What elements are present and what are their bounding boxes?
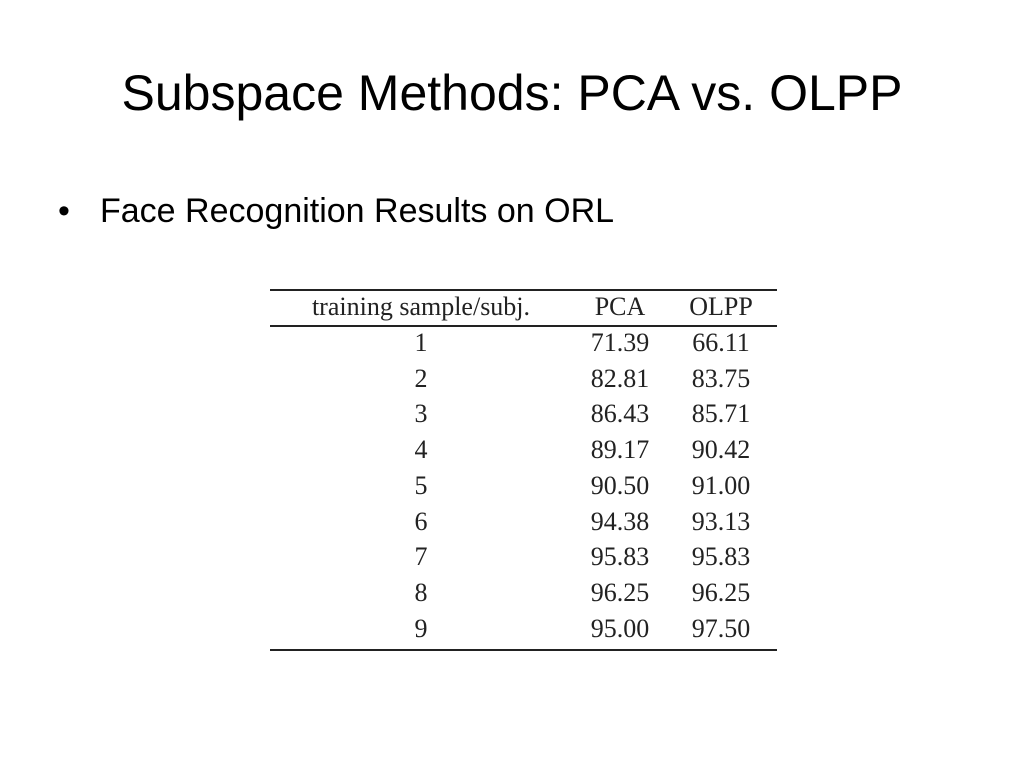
table-cell: 95.83 (590, 542, 650, 572)
table-cell: 3 (414, 399, 428, 429)
table-cell: 96.25 (590, 577, 650, 607)
header-rule (270, 325, 777, 327)
table-cell: 7 (414, 542, 428, 572)
column-header: OLPP (689, 292, 753, 321)
column-header: training sample/subj. (311, 292, 531, 321)
slide-title: Subspace Methods: PCA vs. OLPP (121, 65, 903, 121)
bullet-dot: • (58, 192, 70, 230)
table-cell: 85.71 (691, 399, 751, 429)
table-cell: 9 (414, 613, 428, 643)
table-cell: 95.83 (691, 542, 751, 572)
table-cell: 90.50 (590, 470, 650, 500)
table-cell: 8 (414, 577, 428, 607)
table-cell: 94.38 (590, 506, 650, 536)
table-cell: 97.50 (691, 613, 751, 643)
table-cell: 95.00 (590, 613, 650, 643)
table-cell: 96.25 (691, 577, 751, 607)
table-cell: 66.11 (692, 328, 750, 357)
bullet-text: Face Recognition Results on ORL (100, 192, 615, 230)
table-cell: 86.43 (590, 399, 650, 429)
table-cell: 2 (414, 363, 428, 393)
table-cell: 5 (414, 470, 428, 500)
table-cell: 93.13 (691, 506, 751, 536)
table-cell: 4 (414, 435, 428, 465)
top-rule (270, 289, 777, 291)
table-cell: 83.75 (691, 363, 751, 393)
table-cell: 89.17 (590, 435, 650, 465)
bottom-rule (270, 649, 777, 651)
table-cell: 1 (414, 328, 428, 357)
table-cell: 6 (414, 506, 428, 536)
table-cell: 90.42 (691, 435, 751, 465)
table-cell: 91.00 (691, 470, 751, 500)
table-cell: 82.81 (590, 363, 650, 393)
column-header: PCA (594, 292, 646, 321)
table-cell: 71.39 (590, 328, 650, 357)
